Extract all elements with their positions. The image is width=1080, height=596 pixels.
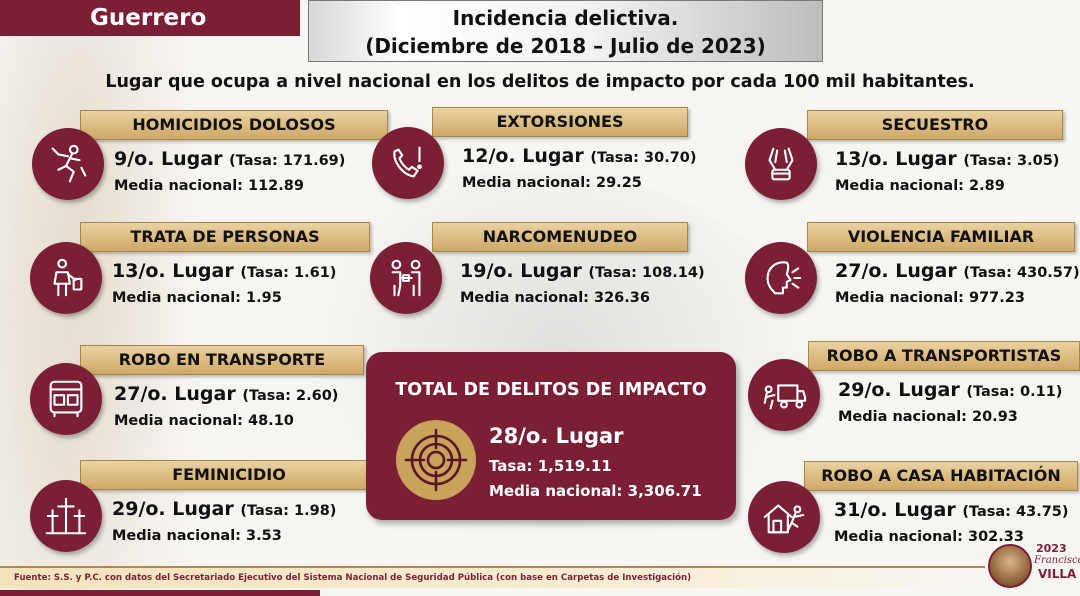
crime-violencia: VIOLENCIA FAMILIAR 27/o. Lugar (Tasa: 43… bbox=[745, 222, 1080, 322]
logo-name-first: Francisco bbox=[1034, 555, 1080, 566]
crime-media: Media nacional: 112.89 bbox=[114, 178, 304, 194]
crime-rank: 27/o. Lugar bbox=[114, 383, 236, 405]
total-title: TOTAL DE DELITOS DE IMPACTO bbox=[395, 380, 707, 400]
crime-tasa: (Tasa: 171.69) bbox=[229, 153, 346, 169]
crime-rank: 13/o. Lugar bbox=[835, 148, 957, 170]
crime-robo-transporte: ROBO EN TRANSPORTE 27/o. Lugar (Tasa: 2.… bbox=[30, 345, 364, 445]
crime-tasa: (Tasa: 1.61) bbox=[240, 265, 337, 281]
state-label: Guerrero bbox=[0, 0, 300, 36]
crime-rank: 9/o. Lugar bbox=[114, 148, 223, 170]
crime-media: Media nacional: 326.36 bbox=[460, 290, 650, 306]
logo-name-last: VILLA bbox=[1038, 567, 1077, 581]
portrait-icon bbox=[988, 544, 1032, 588]
bus-icon bbox=[30, 363, 102, 435]
crime-media: Media nacional: 302.33 bbox=[834, 529, 1024, 545]
villa-2023-logo: 2023 Francisco VILLA bbox=[988, 538, 1080, 592]
crime-title: FEMINICIDIO bbox=[80, 460, 378, 490]
source-footer: Fuente: S.S. y P.C. con datos del Secret… bbox=[0, 566, 985, 588]
background-ornament bbox=[0, 0, 200, 596]
crime-title: HOMICIDIOS DOLOSOS bbox=[80, 110, 388, 140]
crime-title: ROBO A CASA HABITACIÓN bbox=[804, 461, 1078, 491]
total-tasa: Tasa: 1,519.11 bbox=[489, 457, 612, 475]
exchange-people-icon bbox=[370, 242, 442, 314]
total-panel: TOTAL DE DELITOS DE IMPACTO 28/o. Lugar … bbox=[366, 352, 736, 520]
crime-tasa: (Tasa: 2.60) bbox=[242, 388, 339, 404]
bottom-accent-bar bbox=[0, 590, 320, 596]
house-thief-icon bbox=[748, 481, 820, 553]
page-title: Incidencia delictiva. (Diciembre de 2018… bbox=[308, 0, 823, 62]
title-line-1: Incidencia delictiva. bbox=[452, 6, 679, 30]
crime-title: VIOLENCIA FAMILIAR bbox=[807, 222, 1075, 252]
crime-rank: 31/o. Lugar bbox=[834, 499, 956, 521]
crime-tasa: (Tasa: 3.05) bbox=[963, 153, 1060, 169]
crime-narcomenudeo: NARCOMENUDEO 19/o. Lugar (Tasa: 108.14) … bbox=[370, 222, 705, 322]
person-tag-icon bbox=[30, 242, 102, 314]
crime-robo-casa: ROBO A CASA HABITACIÓN 31/o. Lugar (Tasa… bbox=[748, 461, 1080, 561]
title-line-2: (Diciembre de 2018 – Julio de 2023) bbox=[365, 34, 766, 58]
truck-icon bbox=[748, 359, 820, 431]
crime-homicidios: HOMICIDIOS DOLOSOS 9/o. Lugar (Tasa: 171… bbox=[32, 110, 388, 210]
crime-tasa: (Tasa: 43.75) bbox=[962, 504, 1069, 520]
crime-media: Media nacional: 977.23 bbox=[835, 290, 1025, 306]
crime-tasa: (Tasa: 30.70) bbox=[590, 150, 697, 166]
crime-rank: 12/o. Lugar bbox=[462, 145, 584, 167]
crosses-icon bbox=[30, 480, 102, 552]
screaming-face-icon bbox=[745, 242, 817, 314]
crime-tasa: (Tasa: 0.11) bbox=[966, 384, 1063, 400]
bound-hands-icon bbox=[745, 128, 817, 200]
target-icon bbox=[396, 420, 476, 500]
crime-rank: 29/o. Lugar bbox=[112, 498, 234, 520]
crime-rank: 19/o. Lugar bbox=[460, 260, 582, 282]
crime-media: Media nacional: 20.93 bbox=[838, 409, 1018, 425]
crime-rank: 29/o. Lugar bbox=[838, 379, 960, 401]
crime-tasa: (Tasa: 108.14) bbox=[588, 265, 705, 281]
phone-alert-icon bbox=[372, 127, 444, 199]
crime-tasa: (Tasa: 430.57) bbox=[963, 265, 1080, 281]
crime-title: TRATA DE PERSONAS bbox=[80, 222, 370, 252]
total-rank: 28/o. Lugar bbox=[489, 424, 624, 448]
crime-title: ROBO EN TRANSPORTE bbox=[80, 345, 364, 375]
crime-media: Media nacional: 1.95 bbox=[112, 290, 282, 306]
crime-title: SECUESTRO bbox=[807, 110, 1063, 140]
logo-year: 2023 bbox=[1036, 542, 1067, 555]
crime-rank: 27/o. Lugar bbox=[835, 260, 957, 282]
crime-secuestro: SECUESTRO 13/o. Lugar (Tasa: 3.05) Media… bbox=[745, 110, 1075, 210]
crime-title: NARCOMENUDEO bbox=[432, 222, 688, 252]
total-media: Media nacional: 3,306.71 bbox=[489, 482, 702, 500]
crime-rank: 13/o. Lugar bbox=[112, 260, 234, 282]
crime-extorsiones: EXTORSIONES 12/o. Lugar (Tasa: 30.70) Me… bbox=[372, 107, 702, 207]
crime-feminicidio: FEMINICIDIO 29/o. Lugar (Tasa: 1.98) Med… bbox=[30, 460, 378, 560]
crime-title: EXTORSIONES bbox=[432, 107, 688, 137]
subtitle: Lugar que ocupa a nivel nacional en los … bbox=[105, 72, 975, 92]
crime-media: Media nacional: 48.10 bbox=[114, 413, 294, 429]
crime-title: ROBO A TRANSPORTISTAS bbox=[808, 341, 1080, 371]
crime-trata: TRATA DE PERSONAS 13/o. Lugar (Tasa: 1.6… bbox=[30, 222, 370, 322]
crime-media: Media nacional: 3.53 bbox=[112, 528, 282, 544]
crime-robo-transportistas: ROBO A TRANSPORTISTAS 29/o. Lugar (Tasa:… bbox=[748, 341, 1080, 441]
crime-media: Media nacional: 29.25 bbox=[462, 175, 642, 191]
crime-tasa: (Tasa: 1.98) bbox=[240, 503, 337, 519]
running-victim-icon bbox=[32, 128, 104, 200]
crime-media: Media nacional: 2.89 bbox=[835, 178, 1005, 194]
